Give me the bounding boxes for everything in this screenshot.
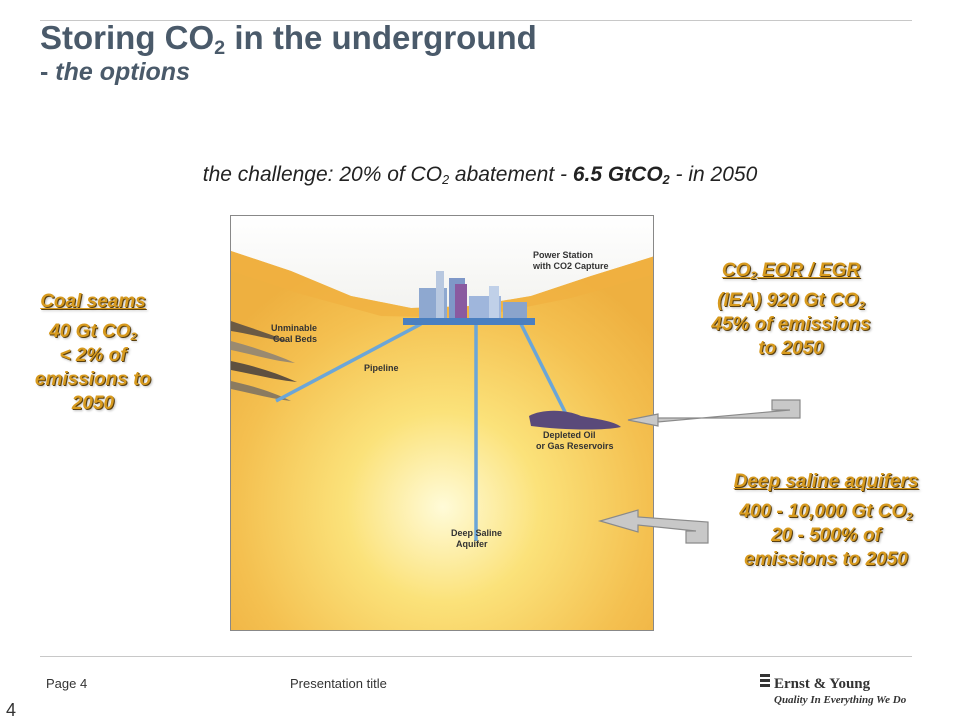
footer-rule bbox=[40, 656, 912, 657]
depleted-label: Depleted Oil bbox=[543, 430, 596, 440]
footer-page: Page 4 bbox=[46, 676, 88, 691]
callout-eor-egr: CO2 EOR / EGR (IEA) 920 Gt CO2 45% of em… bbox=[711, 260, 871, 359]
logo-name: Ernst & Young bbox=[774, 676, 871, 692]
challenge-statement: the challenge: 20% of CO2 abatement - 6.… bbox=[202, 163, 758, 188]
pipelines bbox=[275, 322, 568, 541]
coal-beds-label: Unminable bbox=[271, 323, 317, 333]
saline-label-2: Aquifer bbox=[456, 539, 488, 549]
callout-coal-seams: Coal seams 40 Gt CO2 < 2% of emissions t… bbox=[34, 291, 152, 414]
power-station bbox=[419, 271, 527, 318]
slide-number: 4 bbox=[6, 700, 17, 720]
coal-beds-label-2: Coal Beds bbox=[273, 334, 317, 344]
reservoir bbox=[529, 410, 621, 430]
saline-label: Deep Saline bbox=[451, 528, 502, 538]
coal-beds bbox=[231, 321, 297, 401]
power-station-label-2: with CO2 Capture bbox=[532, 261, 609, 271]
slide-title: Storing CO2 in the underground - the opt… bbox=[40, 19, 537, 87]
footer-presentation-title: Presentation title bbox=[290, 676, 387, 691]
ernst-young-logo: Ernst & Young Quality In Everything We D… bbox=[760, 674, 907, 706]
storage-diagram-art: Power Station with CO2 Capture Unminable… bbox=[231, 216, 653, 630]
platform bbox=[403, 318, 535, 325]
top-rule bbox=[40, 20, 912, 21]
power-station-label: Power Station bbox=[533, 250, 593, 260]
pipeline-label: Pipeline bbox=[364, 363, 399, 373]
callout-deep-saline: Deep saline aquifers 400 - 10,000 Gt CO2… bbox=[733, 471, 919, 570]
storage-diagram: Power Station with CO2 Capture Unminable… bbox=[230, 215, 654, 631]
depleted-label-2: or Gas Reservoirs bbox=[536, 441, 614, 451]
logo-tagline: Quality In Everything We Do bbox=[774, 694, 907, 706]
